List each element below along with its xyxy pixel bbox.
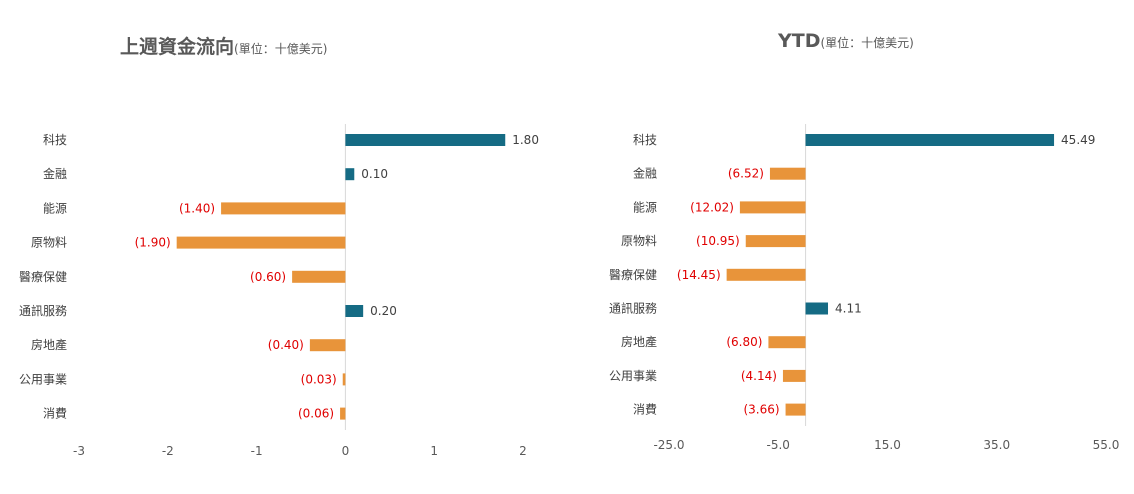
left-bar-value-label: (0.03) xyxy=(301,372,337,386)
left-category-label: 房地產 xyxy=(31,337,67,352)
right-category-label: 公用事業 xyxy=(609,369,657,383)
left-category-label: 通訊服務 xyxy=(19,303,67,318)
right-category-label: 能源 xyxy=(633,200,657,214)
right-x-tick-label: -5.0 xyxy=(767,438,790,452)
right-bar-value-label: (6.80) xyxy=(726,335,762,349)
left-bar xyxy=(176,236,346,249)
chart-title-left-unit: (單位：十億美元) xyxy=(234,42,328,56)
left-x-tick-label: 2 xyxy=(519,444,527,458)
chart-left-group: -3 -2 -1 0 1 2 科技 1.80 金融 0.10 能源 (1.40) 原物料 (1.90) 醫療… xyxy=(19,124,539,458)
right-x-tick-label: 15.0 xyxy=(874,438,901,452)
right-bar-value-label: (3.66) xyxy=(743,403,779,417)
left-bar xyxy=(345,305,364,317)
chart-title-right: YTD(單位：十億美元) xyxy=(778,30,914,52)
left-x-tick-label: 0 xyxy=(342,444,350,458)
left-bar xyxy=(309,339,346,352)
left-category-label: 金融 xyxy=(43,166,67,181)
left-bar xyxy=(292,270,346,283)
right-bar-value-label: (12.02) xyxy=(690,200,734,214)
left-category-label: 原物料 xyxy=(31,236,67,250)
right-category-label: 房地產 xyxy=(621,334,657,349)
right-category-label: 消費 xyxy=(633,402,657,417)
right-bar xyxy=(805,134,1055,146)
chart-right-group: -25.0 -5.0 15.0 35.0 55.0 科技 45.49 金融 (6.52) 能源 (1… xyxy=(609,124,1119,452)
left-bar-value-label: (0.40) xyxy=(268,338,304,352)
right-bar xyxy=(785,403,806,416)
right-bar-value-label: 45.49 xyxy=(1061,133,1095,147)
left-x-tick-label: 1 xyxy=(430,444,438,458)
right-bar xyxy=(769,167,806,180)
right-bar xyxy=(745,235,806,248)
left-bar-value-label: (0.60) xyxy=(250,270,286,284)
chart-title-left-main: 上週資金流向 xyxy=(120,36,235,58)
right-bar xyxy=(782,369,806,382)
right-bar xyxy=(726,268,806,281)
right-bar-value-label: (4.14) xyxy=(741,369,777,383)
left-bar xyxy=(342,373,346,386)
left-category-label: 科技 xyxy=(43,133,67,147)
right-category-label: 科技 xyxy=(633,133,657,147)
right-bar-value-label: 4.11 xyxy=(835,302,862,316)
right-bar-value-label: (10.95) xyxy=(696,234,740,248)
right-x-tick-label: -25.0 xyxy=(653,438,684,452)
left-category-label: 公用事業 xyxy=(19,372,67,386)
left-bar xyxy=(340,407,346,420)
right-bar xyxy=(805,302,829,315)
right-bar-value-label: (14.45) xyxy=(677,268,721,282)
chart-title-right-unit: (單位：十億美元) xyxy=(820,36,914,50)
left-bar-value-label: 0.10 xyxy=(361,167,388,181)
chart-title-right-main: YTD xyxy=(778,30,821,52)
left-x-tick-label: -3 xyxy=(73,444,85,458)
right-x-tick-label: 35.0 xyxy=(983,438,1010,452)
right-bar xyxy=(739,201,806,214)
left-bar xyxy=(345,134,506,146)
right-category-label: 醫療保健 xyxy=(609,268,657,282)
right-bar xyxy=(768,336,806,349)
right-category-label: 金融 xyxy=(633,166,657,181)
chart-title-left: 上週資金流向(單位：十億美元) xyxy=(120,32,327,59)
left-bar-value-label: 0.20 xyxy=(370,304,397,318)
right-x-tick-label: 55.0 xyxy=(1093,438,1120,452)
left-bar xyxy=(221,202,346,215)
left-x-tick-label: -1 xyxy=(251,444,263,458)
left-category-label: 醫療保健 xyxy=(19,270,67,284)
right-bar-value-label: (6.52) xyxy=(728,167,764,181)
left-bar-value-label: (1.90) xyxy=(135,236,171,250)
left-bar-value-label: (0.06) xyxy=(298,407,334,421)
left-x-tick-label: -2 xyxy=(162,444,174,458)
right-category-label: 原物料 xyxy=(621,234,657,248)
left-category-label: 消費 xyxy=(43,406,67,421)
left-category-label: 能源 xyxy=(43,201,67,215)
left-bar xyxy=(345,168,355,181)
left-bar-value-label: 1.80 xyxy=(512,133,539,147)
left-bar-value-label: (1.40) xyxy=(179,201,215,215)
right-category-label: 通訊服務 xyxy=(609,301,657,316)
